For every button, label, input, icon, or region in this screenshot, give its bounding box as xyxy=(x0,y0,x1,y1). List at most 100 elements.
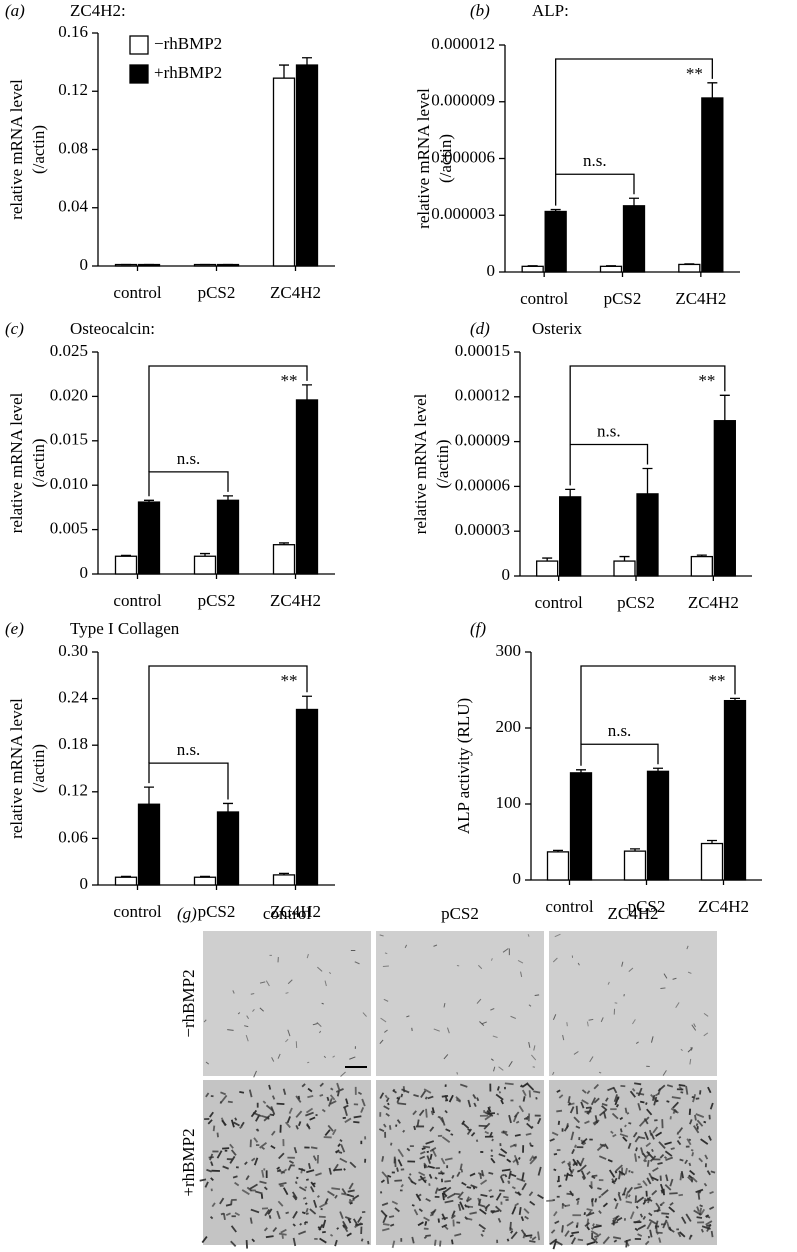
cell xyxy=(619,1133,629,1138)
error-bar xyxy=(630,848,640,852)
cell xyxy=(230,1119,235,1128)
cell xyxy=(576,1200,580,1205)
column-label: ZC4H2 xyxy=(608,904,659,923)
cell xyxy=(456,1072,458,1075)
cell xyxy=(556,1089,561,1093)
cell xyxy=(444,1157,453,1161)
cell xyxy=(624,1107,628,1114)
cell xyxy=(201,1236,208,1244)
cell xyxy=(571,1231,580,1235)
cell xyxy=(627,1142,632,1150)
cell xyxy=(508,1114,512,1124)
cell xyxy=(498,1153,506,1158)
cell xyxy=(532,1155,538,1160)
cell xyxy=(594,1235,599,1238)
cell xyxy=(652,1167,659,1173)
cell xyxy=(676,1139,682,1146)
x-tick-label: pCS2 xyxy=(604,289,642,308)
cell xyxy=(552,1014,557,1021)
cell xyxy=(263,1227,268,1232)
cell xyxy=(329,1100,337,1105)
cell xyxy=(339,1211,344,1220)
cell xyxy=(703,1012,709,1017)
panel-label: (e) xyxy=(5,619,24,638)
cell xyxy=(272,1227,278,1233)
cell xyxy=(306,1124,311,1129)
cell xyxy=(696,1206,700,1212)
cell xyxy=(518,1105,524,1113)
cell xyxy=(625,1191,629,1199)
y-tick-label: 0.025 xyxy=(50,341,88,360)
y-tick-label: 0.000006 xyxy=(431,147,495,166)
chart-title: ZC4H2: xyxy=(70,1,126,20)
cell xyxy=(387,1102,390,1106)
cell xyxy=(211,1202,216,1208)
error-bar xyxy=(542,557,553,562)
cell xyxy=(484,1111,494,1117)
error-bar xyxy=(730,697,740,701)
cell xyxy=(295,1124,299,1130)
cell xyxy=(312,1023,318,1026)
cell xyxy=(233,1121,240,1127)
cell xyxy=(220,1094,228,1103)
cell xyxy=(633,1185,643,1190)
cell xyxy=(509,1173,517,1178)
cell xyxy=(336,1091,340,1097)
cell xyxy=(477,964,483,970)
cell xyxy=(666,1221,671,1230)
cell xyxy=(663,973,668,979)
micrograph xyxy=(376,1080,544,1245)
bar xyxy=(137,501,161,575)
cell xyxy=(285,992,289,994)
cell xyxy=(271,1095,276,1100)
cell xyxy=(292,1237,297,1247)
cell xyxy=(600,1017,604,1023)
cell xyxy=(412,1110,417,1116)
cell xyxy=(206,1168,212,1173)
cell xyxy=(698,1207,703,1216)
error-bar xyxy=(707,82,718,98)
panel-label: (b) xyxy=(470,1,490,20)
cell xyxy=(688,1162,692,1167)
x-tick-label: control xyxy=(113,283,161,302)
cell xyxy=(689,1169,696,1176)
cell xyxy=(319,1030,322,1034)
cell xyxy=(305,1178,309,1181)
bar xyxy=(622,205,646,273)
y-tick-label: 0.000012 xyxy=(431,34,495,53)
cell xyxy=(687,971,692,974)
cell xyxy=(429,1153,433,1160)
cell xyxy=(380,1209,388,1218)
cell xyxy=(498,1090,502,1094)
cell xyxy=(570,1237,577,1245)
cell xyxy=(651,1094,656,1102)
cell xyxy=(259,1180,267,1185)
cell xyxy=(678,1085,683,1091)
cell xyxy=(598,1109,607,1117)
cell xyxy=(269,1113,275,1117)
cell xyxy=(465,1196,470,1202)
cell xyxy=(251,1238,256,1243)
cell xyxy=(622,1187,627,1196)
cell xyxy=(565,1123,569,1129)
cell xyxy=(210,1161,214,1167)
error-bar xyxy=(279,872,289,875)
cell xyxy=(250,993,255,995)
cell xyxy=(514,1202,520,1207)
cell xyxy=(686,1138,692,1146)
cell xyxy=(425,1234,431,1237)
cell xyxy=(391,1200,398,1205)
cell xyxy=(495,1205,502,1213)
cell xyxy=(427,1095,434,1100)
cell xyxy=(626,1112,630,1115)
cell xyxy=(312,1155,317,1161)
cell xyxy=(450,1239,454,1245)
cell xyxy=(388,1215,395,1219)
cell xyxy=(601,1102,608,1107)
error-bar xyxy=(527,265,538,267)
bar xyxy=(114,555,138,575)
annotation: ** xyxy=(281,671,298,690)
cell xyxy=(396,1119,401,1124)
cell xyxy=(679,1158,684,1162)
